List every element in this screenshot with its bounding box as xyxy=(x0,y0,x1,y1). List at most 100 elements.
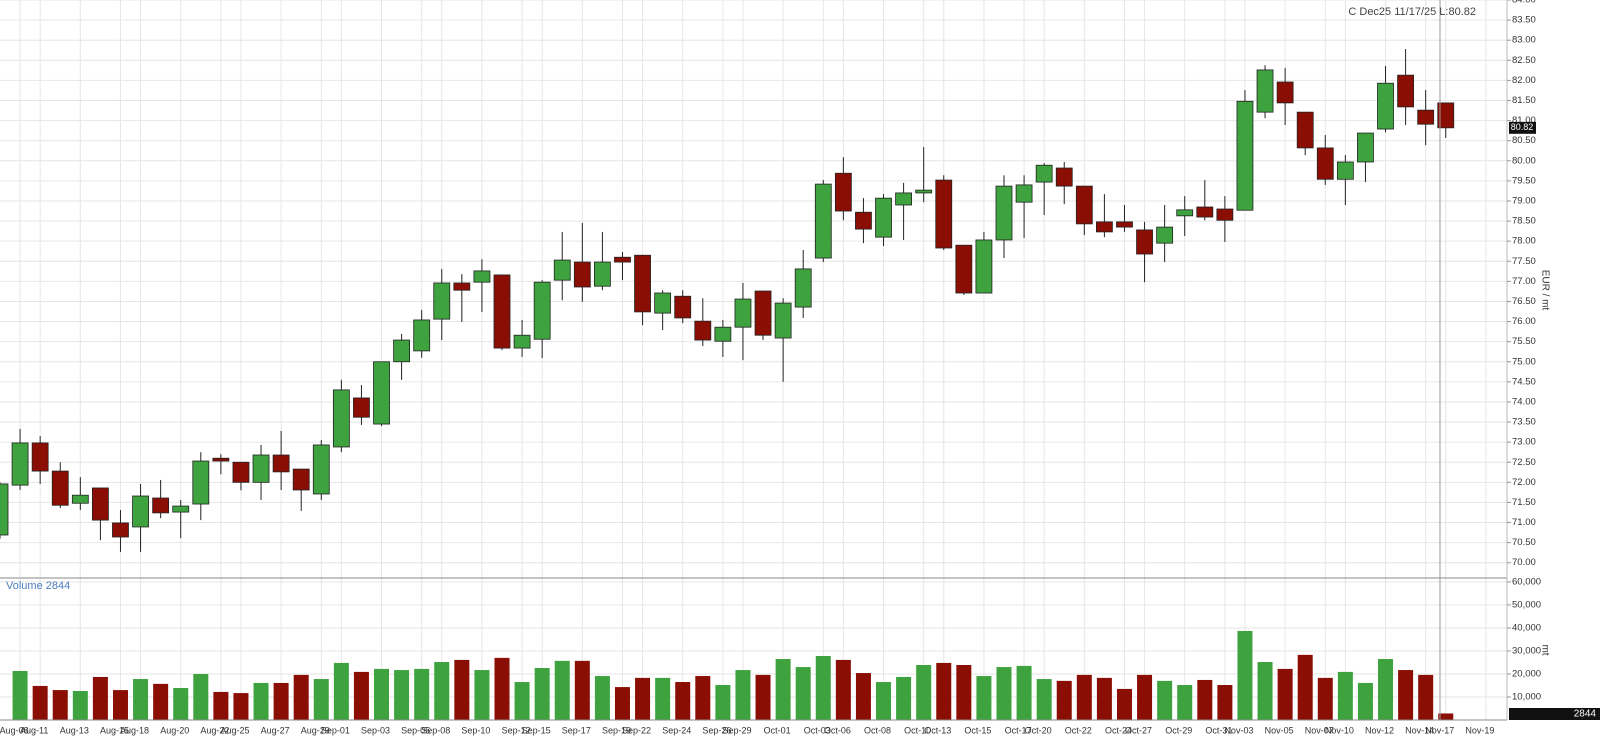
volume-title: Volume 2844 xyxy=(6,580,70,592)
x-tick-label: Sep-15 xyxy=(522,725,551,735)
y-tick-label: 82.50 xyxy=(1512,55,1536,66)
volume-bar xyxy=(1137,674,1153,720)
volume-bar xyxy=(1257,662,1273,720)
volume-bar xyxy=(775,659,791,720)
x-tick-label: Oct-13 xyxy=(924,725,951,735)
y-axis-title: EUR / mt xyxy=(1539,270,1550,311)
candle-body xyxy=(1336,161,1354,180)
y-tick-label: 83.00 xyxy=(1512,35,1536,46)
volume-bar xyxy=(394,670,410,720)
candle-body xyxy=(1316,147,1334,180)
x-tick-label: Aug-08 xyxy=(0,725,29,735)
candle-body xyxy=(1216,208,1234,221)
y-tick-label: 82.00 xyxy=(1512,75,1536,86)
volume-bar xyxy=(52,690,68,720)
x-tick-label: Oct-06 xyxy=(824,725,851,735)
volume-bar xyxy=(333,662,349,720)
candle-body xyxy=(1136,229,1153,255)
volume-bar xyxy=(32,685,48,720)
y-tick-label: 79.00 xyxy=(1512,195,1536,206)
volume-bar xyxy=(735,670,751,720)
x-tick-label: Oct-03 xyxy=(804,725,831,735)
y-tick-label: 70.50 xyxy=(1512,537,1536,548)
y-tick-label: 20,000 xyxy=(1512,668,1541,679)
y-tick-label: 77.00 xyxy=(1512,276,1536,287)
candle-body xyxy=(875,197,892,238)
candle-body xyxy=(935,179,953,249)
candle-body xyxy=(1096,221,1113,233)
x-tick-label: Oct-29 xyxy=(1165,725,1192,735)
x-tick-label: Nov-03 xyxy=(1224,725,1253,735)
candle-body xyxy=(192,460,210,505)
volume-bar xyxy=(755,674,771,720)
candle-body xyxy=(92,487,109,521)
last-volume: 2844 xyxy=(1574,709,1597,720)
volume-bar xyxy=(936,662,952,720)
volume-bar xyxy=(213,691,229,720)
x-tick-label: Sep-01 xyxy=(321,725,350,735)
y-tick-label: 30,000 xyxy=(1512,645,1541,656)
candle-body xyxy=(393,339,411,363)
candle-body xyxy=(513,334,531,349)
volume-bar xyxy=(1337,671,1353,720)
candle-body xyxy=(433,282,451,320)
y-tick-label: 40,000 xyxy=(1512,622,1541,633)
y-tick-label: 73.50 xyxy=(1512,417,1536,428)
y2-axis-title: mt xyxy=(1539,644,1550,655)
volume-bar xyxy=(1116,688,1132,720)
volume-bar xyxy=(1217,685,1233,720)
candle-body xyxy=(312,444,330,495)
x-tick-label: Aug-25 xyxy=(220,725,249,735)
x-tick-label: Sep-08 xyxy=(421,725,450,735)
volume-bar xyxy=(675,682,691,720)
candle-body xyxy=(112,522,129,538)
candle-body xyxy=(453,282,471,291)
last-volume-box xyxy=(1509,708,1600,720)
candle-body xyxy=(915,189,933,194)
volume-bar xyxy=(976,676,992,720)
volume-bar xyxy=(855,673,871,720)
y-tick-label: 81.00 xyxy=(1512,115,1536,126)
x-tick-label: Nov-12 xyxy=(1365,725,1394,735)
y-tick-label: 77.50 xyxy=(1512,256,1536,267)
y-tick-label: 72.50 xyxy=(1512,457,1536,468)
x-tick-label: Sep-24 xyxy=(662,725,691,735)
volume-bar xyxy=(253,682,269,720)
x-tick-label: Sep-29 xyxy=(722,725,751,735)
x-tick-label: Nov-05 xyxy=(1265,725,1294,735)
y-tick-label: 75.00 xyxy=(1512,356,1536,367)
volume-bar xyxy=(715,685,731,720)
y-tick-label: 76.00 xyxy=(1512,316,1536,327)
candle-body xyxy=(71,494,89,504)
volume-bar xyxy=(876,682,892,720)
x-tick-label: Sep-19 xyxy=(602,725,631,735)
candle-body xyxy=(1417,109,1435,125)
volume-bar xyxy=(594,676,610,720)
volume-bar xyxy=(695,676,711,720)
candle-body xyxy=(573,261,591,288)
y-tick-label: 50,000 xyxy=(1512,599,1541,610)
candle-body xyxy=(1075,185,1093,225)
volume-bar xyxy=(353,671,369,720)
candle-body xyxy=(895,192,912,206)
volume-label: Volume xyxy=(6,580,43,592)
candle-body xyxy=(855,211,872,230)
candle-body xyxy=(31,442,49,472)
x-tick-label: Aug-29 xyxy=(301,725,330,735)
candle-body xyxy=(1256,69,1274,113)
y-tick-label: 83.50 xyxy=(1512,15,1536,26)
volume-bar xyxy=(1177,685,1193,720)
volume-bar xyxy=(815,656,831,720)
volume-bar xyxy=(494,657,510,720)
volume-bar xyxy=(1378,659,1394,720)
x-tick-label: Aug-20 xyxy=(160,725,189,735)
volume-bar xyxy=(313,679,329,720)
y-tick-label: 72.00 xyxy=(1512,477,1536,488)
candle-body xyxy=(694,320,712,341)
candle-body xyxy=(654,292,672,314)
y-tick-label: 84.00 xyxy=(1512,0,1536,6)
volume-bar xyxy=(112,690,128,720)
x-tick-label: Nov-19 xyxy=(1465,725,1494,735)
